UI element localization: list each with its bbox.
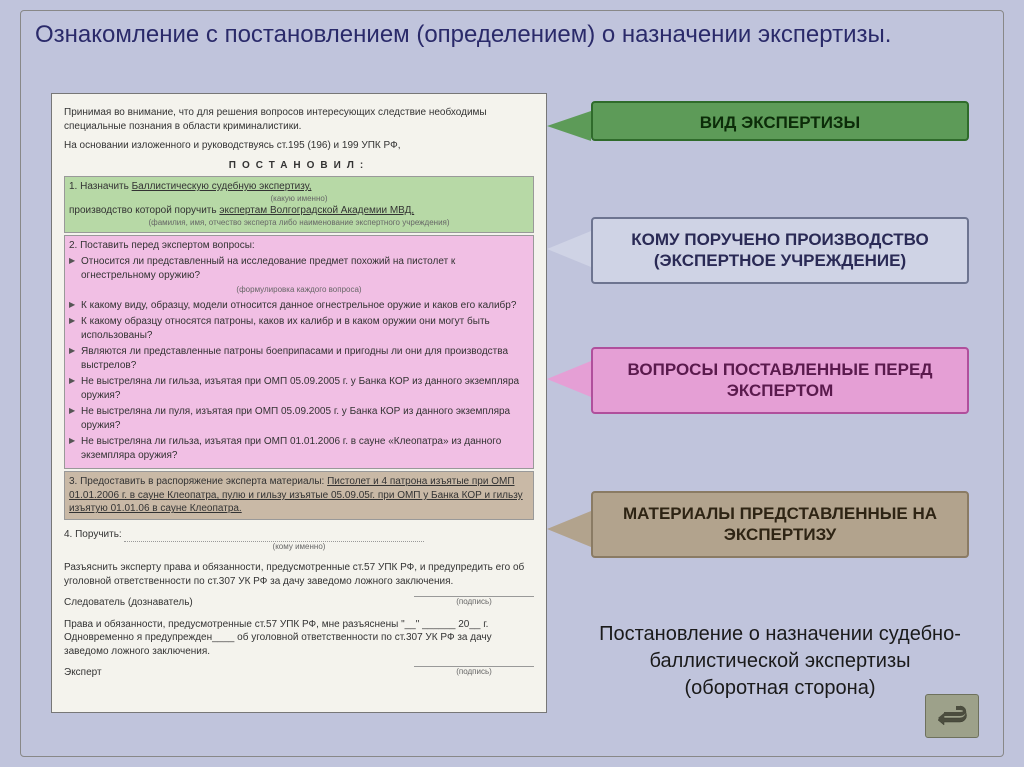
callout-questions: ВОПРОСЫ ПОСТАВЛЕННЫЕ ПЕРЕД ЭКСПЕРТОМ (591, 347, 969, 414)
doc-q4: Являются ли представленные патроны боепр… (69, 345, 529, 372)
doc-item3-label: 3. Предоставить в распоряжение эксперта … (69, 476, 324, 487)
return-button[interactable] (925, 694, 979, 738)
u-turn-icon (932, 701, 972, 732)
callout-type: ВИД ЭКСПЕРТИЗЫ (591, 101, 969, 141)
doc-item4-label: 4. Поручить: (64, 529, 122, 540)
callout-assigned: КОМУ ПОРУЧЕНО ПРОИЗВОДСТВО (ЭКСПЕРТНОЕ У… (591, 217, 969, 284)
doc-q1: Относится ли представленный на исследова… (69, 255, 529, 282)
connector-2 (547, 231, 591, 267)
caption-line-1: Постановление о назначении судебно-балли… (591, 621, 969, 675)
doc-assign-label: производство которой поручить (69, 205, 217, 216)
doc-intro-2: На основании изложенного и руководствуяс… (64, 139, 534, 153)
connector-3 (547, 361, 591, 397)
slide-frame: Ознакомление с постановлением (определен… (20, 10, 1004, 757)
doc-q2: К какому виду, образцу, модели относится… (69, 299, 529, 313)
caption: Постановление о назначении судебно-балли… (591, 621, 969, 702)
slide-title: Ознакомление с постановлением (определен… (35, 19, 935, 50)
doc-assign-hint: (фамилия, имя, отчество эксперта либо на… (69, 218, 529, 229)
doc-q7: Не выстреляна ли гильза, изъятая при ОМП… (69, 435, 529, 462)
doc-assign-value: экспертам Волгоградской Академии МВД, (219, 205, 414, 216)
connector-1 (547, 111, 591, 141)
callout-materials: МАТЕРИАЛЫ ПРЕДСТАВЛЕННЫЕ НА ЭКСПЕРТИЗУ (591, 491, 969, 558)
doc-q6: Не выстреляна ли пуля, изъятая при ОМП 0… (69, 405, 529, 432)
connector-4 (547, 511, 591, 547)
doc-q5: Не выстреляна ли гильза, изъятая при ОМП… (69, 375, 529, 402)
doc-intro-1: Принимая во внимание, что для решения во… (64, 106, 534, 133)
doc-band-questions: 2. Поставить перед экспертом вопросы: От… (64, 235, 534, 470)
doc-item2-label: 2. Поставить перед экспертом вопросы: (69, 239, 529, 253)
doc-item1-hint: (какую именно) (69, 194, 529, 205)
doc-item1-value: Баллистическую судебную экспертизу, (132, 181, 312, 192)
doc-item4-hint: (кому именно) (64, 542, 534, 553)
doc-sign-hint-1: (подпись) (414, 596, 534, 610)
doc-q-hint: (формулировка каждого вопроса) (69, 285, 529, 296)
doc-item4: 4. Поручить: (кому именно) (64, 528, 534, 553)
doc-band-type: 1. Назначить Баллистическую судебную экс… (64, 176, 534, 233)
doc-explain: Разъяснить эксперту права и обязанности,… (64, 561, 534, 588)
doc-investigator: Следователь (дознаватель) (64, 596, 193, 610)
doc-sign-hint-2: (подпись) (414, 666, 534, 680)
doc-item1-label: 1. Назначить (69, 181, 129, 192)
doc-q3: К какому образцу относятся патроны, како… (69, 315, 529, 342)
doc-rights: Права и обязанности, предусмотренные ст.… (64, 618, 534, 659)
document-image: Принимая во внимание, что для решения во… (51, 93, 547, 713)
doc-expert: Эксперт (64, 666, 102, 680)
doc-band-materials: 3. Предоставить в распоряжение эксперта … (64, 471, 534, 520)
doc-header-word: ПОСТАНОВИЛ: (64, 159, 534, 173)
caption-line-2: (оборотная сторона) (591, 675, 969, 702)
